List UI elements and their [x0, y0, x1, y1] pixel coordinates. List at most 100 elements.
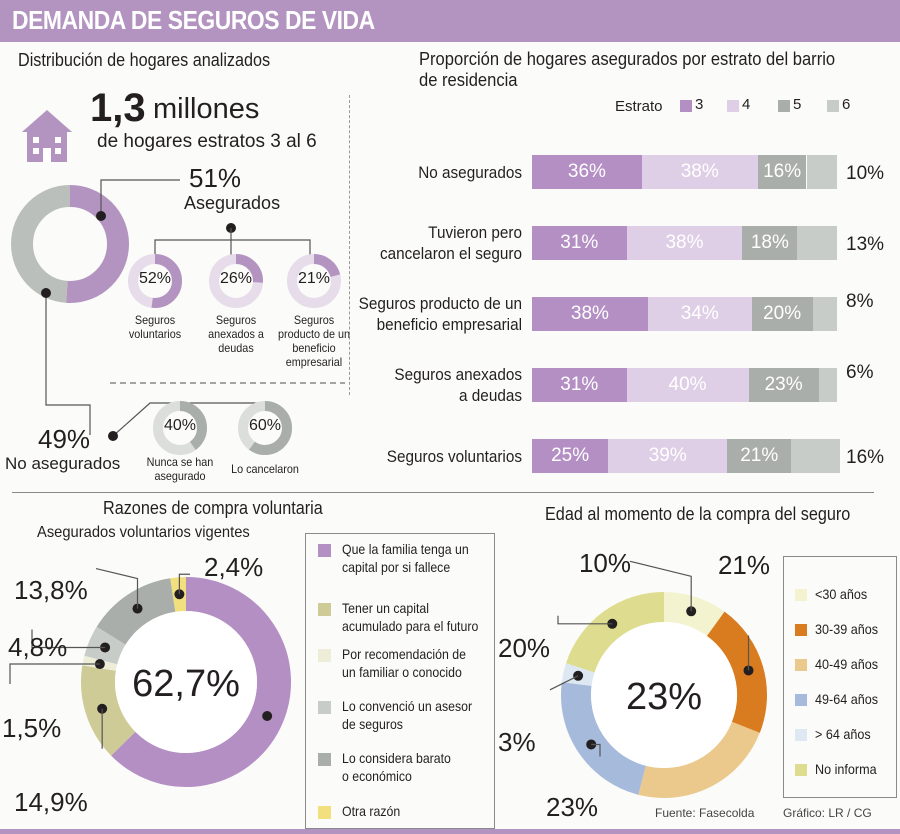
- aseg-0-arc: [128, 254, 182, 308]
- razones-legend-text-1-1: acumulado para el futuro: [342, 618, 479, 634]
- aseg-1-label: Seguros anexados a deudas: [208, 313, 264, 355]
- edad-legend-text-5: No informa: [815, 761, 877, 777]
- row-label-0-0: No asegurados: [418, 162, 522, 182]
- edad-label-5: 20%: [498, 633, 550, 663]
- razones-leader-3: [31, 629, 106, 649]
- bar-seg-4-3: [791, 439, 841, 473]
- bar-seg-4-0: 25%: [532, 439, 609, 473]
- aseg-1-pct: 26%: [219, 270, 253, 287]
- row-label-2-1: beneficio empresarial: [376, 315, 522, 334]
- edad-legend-swatch-4: [795, 729, 807, 741]
- aseg-0-label: Seguros voluntarios: [128, 313, 182, 341]
- aseg-0-donut: [128, 254, 182, 308]
- house-icon: [22, 110, 72, 162]
- razones-legend-text-5-0: Otra razón: [342, 803, 401, 819]
- bar-out-label-4: 16%: [846, 447, 885, 468]
- razones-leader-2: [9, 663, 100, 685]
- bar-out-label-0: 10%: [846, 163, 885, 184]
- bar-seg-3-1: 40%: [626, 368, 749, 402]
- razones-legend-text-0-1: capital por si fallece: [342, 559, 451, 575]
- razones-title: Razones de compra voluntaria: [103, 498, 323, 518]
- edad-legend-text-4: > 64 años: [815, 726, 871, 742]
- no-asegurados-label: No asegurados: [5, 454, 121, 473]
- dist-heading: Distribución de hogares analizados: [18, 50, 271, 70]
- no-0-label: Nunca se han asegurado: [146, 455, 214, 483]
- edad-legend-swatch-1: [795, 624, 807, 636]
- edad-legend-swatch-0: [795, 589, 807, 601]
- row-label-3-1: a deudas: [459, 386, 522, 405]
- bar-seg-1-3: [797, 226, 837, 260]
- edad-label-0: 10%: [579, 548, 631, 578]
- row-label-3-0: Seguros anexados: [394, 365, 522, 384]
- edad-legend-text-2: 40-49 años: [815, 656, 879, 672]
- bar-seg-1-2: 18%: [742, 226, 798, 260]
- divider-vertical: [349, 95, 350, 395]
- bar-seg-0-2: 16%: [757, 155, 807, 189]
- edad-leader-5: [557, 615, 613, 625]
- aseg-2-pct: 21%: [297, 270, 331, 287]
- no-0-donut: [153, 401, 207, 455]
- no-0-pct: 40%: [163, 417, 197, 434]
- edad-label-3: 23%: [546, 792, 598, 822]
- razones-legend-swatch-3: [318, 701, 331, 714]
- edad-slice-2: [638, 721, 760, 798]
- row-label-1-1: cancelaron el seguro: [379, 244, 522, 263]
- legend-swatch-3: [680, 100, 692, 112]
- legend-swatch-4: [727, 100, 739, 112]
- edad-center-label: 23%: [626, 676, 702, 718]
- credit: Gráfico: LR / CG: [783, 806, 872, 820]
- bar-seg-3-2: 23%: [748, 368, 819, 402]
- razones-legend-swatch-2: [318, 649, 331, 662]
- razones-label-5: 2,4%: [204, 552, 263, 582]
- legend-swatch-5: [778, 100, 790, 112]
- razones-legend-text-4-1: o económico: [342, 768, 412, 784]
- razones-label-2: 1,5%: [2, 713, 61, 743]
- no-1-arc: [238, 401, 292, 455]
- bar-seg-1-0: 31%: [532, 226, 627, 260]
- legend-label-4: 4: [742, 96, 751, 113]
- bar-seg-4-1: 39%: [608, 439, 728, 473]
- page-title: DEMANDA DE SEGUROS DE VIDA: [12, 5, 375, 35]
- bar-out-label-1: 13%: [846, 234, 885, 255]
- edad-donut: 23% 10% 21% 23% 3% 20%: [498, 548, 770, 822]
- bar-out-label-2: 8%: [846, 291, 874, 312]
- edad-label-1: 21%: [718, 550, 770, 580]
- legend-swatch-6: [827, 100, 839, 112]
- no-1-donut: [238, 401, 292, 455]
- razones-dot-0: [262, 711, 273, 722]
- bar-seg-4-2: 21%: [727, 439, 792, 473]
- edad-legend-swatch-5: [795, 764, 807, 776]
- edad-title: Edad al momento de la compra del seguro: [545, 504, 851, 524]
- bar-seg-2-0: 38%: [532, 297, 648, 331]
- donut-no-asegurados: [11, 185, 129, 303]
- bar-seg-0-0: 36%: [532, 155, 642, 189]
- edad-legend-swatch-3: [795, 694, 807, 706]
- bar-seg-2-2: 20%: [751, 297, 813, 331]
- dist-tree: [11, 179, 345, 441]
- no-0-arc: [153, 401, 207, 455]
- legend-title: Estrato: [615, 98, 663, 115]
- bar-seg-3-3: [818, 368, 837, 402]
- asegurados-label: Asegurados: [184, 193, 281, 213]
- asegurados-pct: 51%: [189, 163, 242, 193]
- no-1-pct: 60%: [248, 417, 282, 434]
- aseg-2-arc: [287, 254, 341, 308]
- razones-legend-swatch-4: [318, 753, 331, 766]
- legend-label-3: 3: [695, 96, 704, 113]
- razones-center-label: 62,7%: [132, 663, 240, 705]
- razones-donut: 62,7% 14,9% 1,5% 4,8% 13,8% 2,4%: [2, 552, 291, 817]
- edad-dot-1: [743, 665, 754, 676]
- estrato-title: Proporción de hogares asegurados por est…: [419, 49, 836, 90]
- aseg-1-donut: [209, 254, 263, 308]
- legend-label-6: 6: [842, 96, 851, 113]
- razones-legend-text-1-0: Tener un capital: [342, 600, 429, 616]
- razones-label-4: 13,8%: [14, 575, 88, 605]
- razones-legend-text-3-1: de seguros: [342, 716, 403, 732]
- aseg-1-arc: [209, 254, 263, 308]
- aseg-2-donut: [287, 254, 341, 308]
- divider-horizontal: [12, 492, 874, 493]
- bar-out-label-3: 6%: [846, 362, 874, 383]
- row-label-2-0: Seguros producto de un: [358, 294, 522, 313]
- households-number: 1,3: [90, 86, 146, 130]
- razones-legend-text-4-0: Lo considera barato: [342, 750, 451, 766]
